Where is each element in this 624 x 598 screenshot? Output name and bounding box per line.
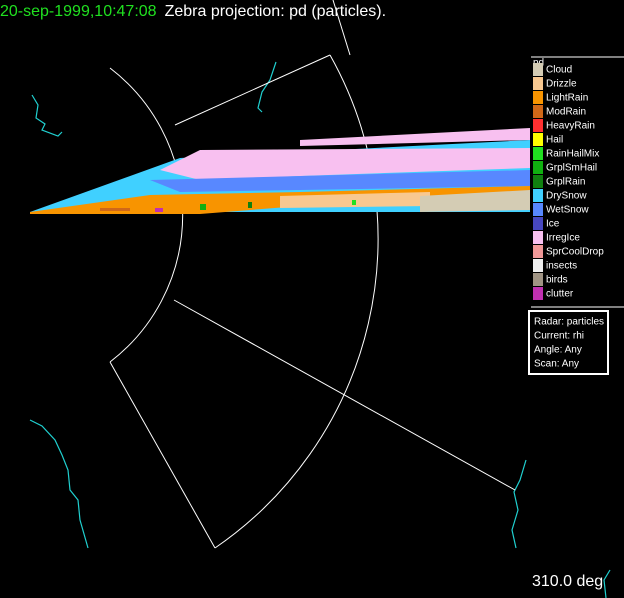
legend-label: GrplSmHail — [546, 163, 597, 174]
legend-label: WetSnow — [546, 205, 589, 216]
legend-swatch — [533, 119, 543, 132]
info-box — [528, 310, 609, 375]
legend-swatch — [533, 147, 543, 160]
legend-label: HeavyRain — [546, 121, 595, 132]
legend-swatch — [533, 175, 543, 188]
legend-swatch — [533, 231, 543, 244]
legend-label: clutter — [546, 289, 574, 300]
legend-label: Cloud — [546, 65, 572, 76]
legend-swatch — [533, 217, 543, 230]
legend-label: Hail — [546, 135, 563, 146]
legend-label: ModRain — [546, 107, 586, 118]
legend-swatch — [533, 161, 543, 174]
legend-swatch — [533, 105, 543, 118]
timestamp: 20-sep-1999,10:47:08 — [0, 3, 157, 20]
legend-label: LightRain — [546, 93, 588, 104]
echo-wedge — [30, 128, 530, 214]
info-line: Angle: Any — [534, 345, 582, 356]
header: 20-sep-1999,10:47:08 Zebra projection: pd… — [0, 3, 386, 20]
legend-swatch — [533, 189, 543, 202]
legend-swatch — [533, 133, 543, 146]
legend-label: Ice — [546, 219, 560, 230]
legend-label: insects — [546, 261, 577, 272]
legend-swatch — [533, 259, 543, 272]
legend-swatch — [533, 91, 543, 104]
legend-swatch — [533, 63, 543, 76]
legend-label: SprCoolDrop — [546, 247, 604, 258]
legend-label: IrregIce — [546, 233, 580, 244]
coastlines — [29, 61, 611, 598]
legend-label: Drizzle — [546, 79, 577, 90]
info-line: Radar: particles — [534, 317, 604, 328]
footer-angle: 310.0 deg — [532, 573, 603, 590]
legend-label: RainHailMix — [546, 149, 599, 160]
range-rings — [109, 0, 516, 549]
legend-swatch — [533, 203, 543, 216]
info-line: Scan: Any — [534, 359, 579, 370]
legend-label: birds — [546, 275, 568, 286]
legend-swatch — [533, 273, 543, 286]
legend-swatch — [533, 287, 543, 300]
legend-swatch — [533, 77, 543, 90]
info-line: Current: rhi — [534, 331, 584, 342]
legend-swatch — [533, 245, 543, 258]
title: Zebra projection: pd (particles). — [165, 3, 386, 20]
legend-label: DrySnow — [546, 191, 587, 202]
legend-label: GrplRain — [546, 177, 585, 188]
